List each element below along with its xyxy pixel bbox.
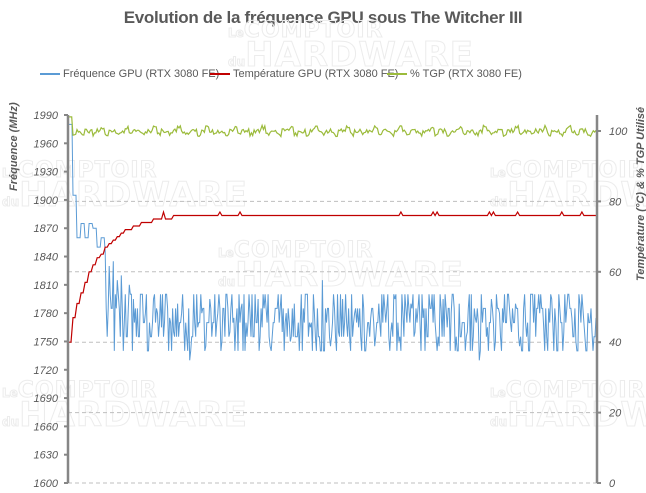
right-tick-label: 20 [608, 408, 622, 420]
right-tick-label: 0 [609, 478, 616, 490]
left-tick-label: 1600 [34, 478, 59, 490]
left-tick-label: 1840 [34, 252, 59, 264]
data-series [69, 116, 597, 361]
legend-label-temperature: Température GPU (RTX 3080 FE) [233, 68, 399, 80]
right-tick-label: 100 [609, 126, 628, 138]
left-tick-label: 1930 [34, 167, 59, 179]
series-line-1 [69, 209, 596, 343]
series-line-0 [69, 123, 597, 361]
chart-legend: Fréquence GPU (RTX 3080 FE) Température … [0, 68, 646, 84]
legend-swatch-temperature [210, 73, 230, 75]
left-tick-label: 1960 [34, 138, 59, 150]
left-tick-label: 1900 [34, 195, 59, 207]
left-tick-label: 1810 [34, 280, 59, 292]
right-tick-label: 60 [609, 267, 622, 279]
legend-item-temperature: Température GPU (RTX 3080 FE) [210, 68, 398, 80]
left-tick-label: 1630 [34, 450, 59, 462]
left-tick-label: 1720 [34, 365, 59, 377]
left-tick-label: 1780 [34, 308, 59, 320]
chart-title: Evolution de la fréquence GPU sous The W… [123, 8, 523, 27]
legend-swatch-tgp [387, 73, 407, 75]
left-tick-label: 1870 [34, 223, 59, 235]
left-tick-label: 1660 [34, 421, 59, 433]
left-tick-label: 1750 [34, 336, 59, 348]
left-tick-label: 1990 [34, 110, 59, 122]
legend-item-tgp: % TGP (RTX 3080 FE) [387, 68, 522, 80]
legend-item-frequency: Fréquence GPU (RTX 3080 FE) [40, 68, 219, 80]
series-line-2 [69, 116, 597, 139]
axes: 1990 1960 1930 1900 1870 1840 1810 1780 1750 1720… [34, 110, 629, 490]
left-tick-label: 1690 [34, 393, 59, 405]
right-tick-label: 80 [609, 196, 622, 208]
legend-label-tgp: % TGP (RTX 3080 FE) [410, 68, 522, 80]
legend-label-frequency: Fréquence GPU (RTX 3080 FE) [63, 68, 220, 80]
legend-swatch-frequency [40, 73, 60, 75]
right-tick-label: 40 [609, 337, 622, 349]
